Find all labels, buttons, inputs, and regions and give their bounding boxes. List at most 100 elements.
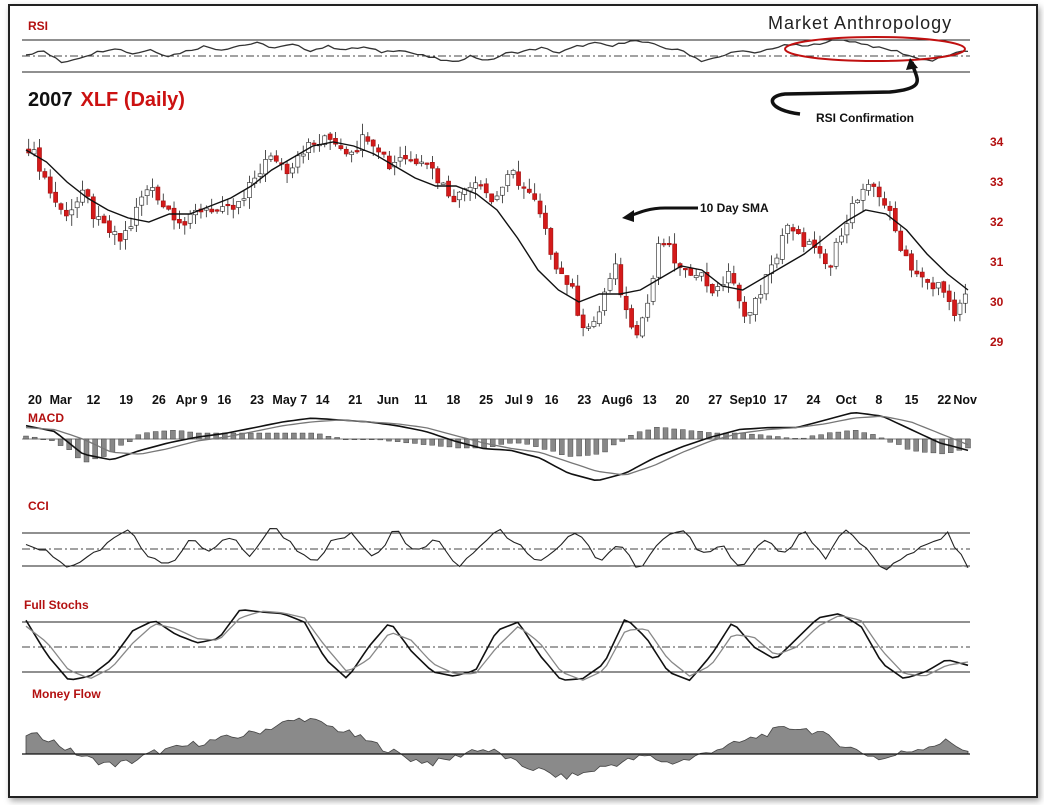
macd-histogram-bar (170, 430, 176, 440)
candle-body (338, 145, 344, 149)
macd-histogram-bar (680, 429, 686, 440)
candle-body (962, 293, 968, 304)
price-x-tick-label: 22 (937, 393, 951, 407)
price-y-tick-label: 33 (990, 175, 1004, 189)
candle-body (526, 188, 532, 193)
macd-histogram-bar (913, 438, 919, 452)
candle-body (909, 253, 914, 271)
candle-body (489, 193, 494, 203)
candle-body (871, 183, 877, 187)
candle-body (284, 163, 290, 175)
candle-body (42, 171, 48, 178)
candle-body (580, 314, 586, 329)
candle-body (903, 249, 909, 257)
candle-body (618, 264, 624, 296)
price-x-tick-label: 17 (774, 393, 788, 407)
stoch-label: Full Stochs (24, 598, 89, 612)
macd-histogram-bar (360, 438, 366, 441)
candle-body (424, 162, 430, 165)
macd-histogram-bar (239, 432, 245, 440)
macd-histogram-bar (92, 438, 98, 460)
price-x-tick-label: 16 (545, 393, 559, 407)
rsi-series-line (25, 39, 969, 64)
candle-body (629, 308, 634, 328)
macd-histogram-bar (896, 438, 902, 445)
cci-label: CCI (28, 499, 49, 513)
cci-oversold-fill (26, 566, 968, 570)
price-x-tick-label: 18 (446, 393, 460, 407)
stoch-k-line (25, 609, 969, 682)
candle-body (537, 200, 543, 215)
candle-body (430, 162, 435, 169)
candle-body (327, 133, 333, 140)
macd-histogram-bar (49, 438, 55, 441)
candle-body (500, 186, 505, 196)
macd-histogram-bar (818, 434, 824, 440)
price-x-tick-label: 24 (806, 393, 820, 407)
candle-body (354, 150, 360, 153)
macd-histogram-bar (956, 438, 963, 451)
macd-histogram-bar (576, 438, 582, 457)
price-x-tick-label: 27 (708, 393, 722, 407)
macd-histogram-bar (662, 427, 669, 440)
candle-body (510, 170, 516, 175)
macd-histogram-bar (40, 438, 46, 441)
candle-body (887, 205, 893, 211)
candle-body (817, 246, 823, 254)
candle-body (715, 286, 721, 292)
candle-body (74, 201, 80, 209)
candle-body (381, 151, 387, 155)
money-flow-area (25, 717, 969, 780)
sma-annotation-arrowhead (622, 210, 634, 222)
macd-histogram-bar (740, 432, 747, 440)
chart-canvas: RSI RSI Confirmation Market Anthropology… (22, 13, 1004, 780)
candle-body (532, 193, 538, 200)
candle-body (516, 171, 521, 186)
chart-title: 2007 XLF (Daily) (28, 89, 185, 111)
price-y-tick-label: 31 (990, 255, 1004, 269)
macd-histogram-bar (533, 438, 539, 447)
candle-body (376, 147, 381, 153)
brand-label: Market Anthropology (768, 13, 952, 33)
price-x-tick-label: May 7 (272, 393, 307, 407)
macd-histogram-bar (697, 431, 703, 440)
candle-body (187, 213, 193, 224)
macd-histogram-bar (394, 438, 401, 442)
macd-histogram-bar (792, 438, 798, 440)
candle-body (672, 243, 677, 264)
macd-histogram-bar (930, 438, 937, 454)
macd-histogram-bar (507, 438, 513, 444)
candle-body (220, 206, 225, 212)
macd-histogram-bar (870, 434, 876, 440)
macd-label: MACD (28, 411, 64, 425)
macd-histogram-bar (127, 438, 133, 442)
candle-body (952, 299, 957, 316)
macd-histogram-bar (351, 438, 358, 441)
candle-body (117, 233, 123, 242)
candle-body (333, 138, 338, 145)
candle-body (591, 321, 597, 327)
money-flow-panel: Money Flow (22, 687, 970, 780)
candle-body (661, 243, 667, 246)
candle-body (69, 209, 75, 216)
candle-body (166, 205, 171, 210)
candle-body (419, 161, 424, 164)
macd-histogram-bar (524, 438, 530, 445)
candle-body (473, 182, 478, 189)
candle-body (704, 271, 710, 287)
candle-body (801, 232, 807, 247)
candle-body (882, 198, 887, 206)
candle-body (957, 302, 963, 315)
candle-body (478, 184, 484, 187)
candle-body (898, 230, 904, 251)
candle-body (849, 203, 855, 224)
candle-body (90, 196, 96, 220)
candle-body (96, 216, 102, 220)
macd-histogram-bar (412, 438, 418, 444)
candle-body (645, 302, 651, 318)
macd-histogram-bar (878, 437, 885, 440)
candle-body (365, 136, 371, 142)
macd-histogram-bar (593, 438, 600, 455)
macd-histogram-bar (887, 438, 893, 443)
candle-body (435, 168, 441, 184)
